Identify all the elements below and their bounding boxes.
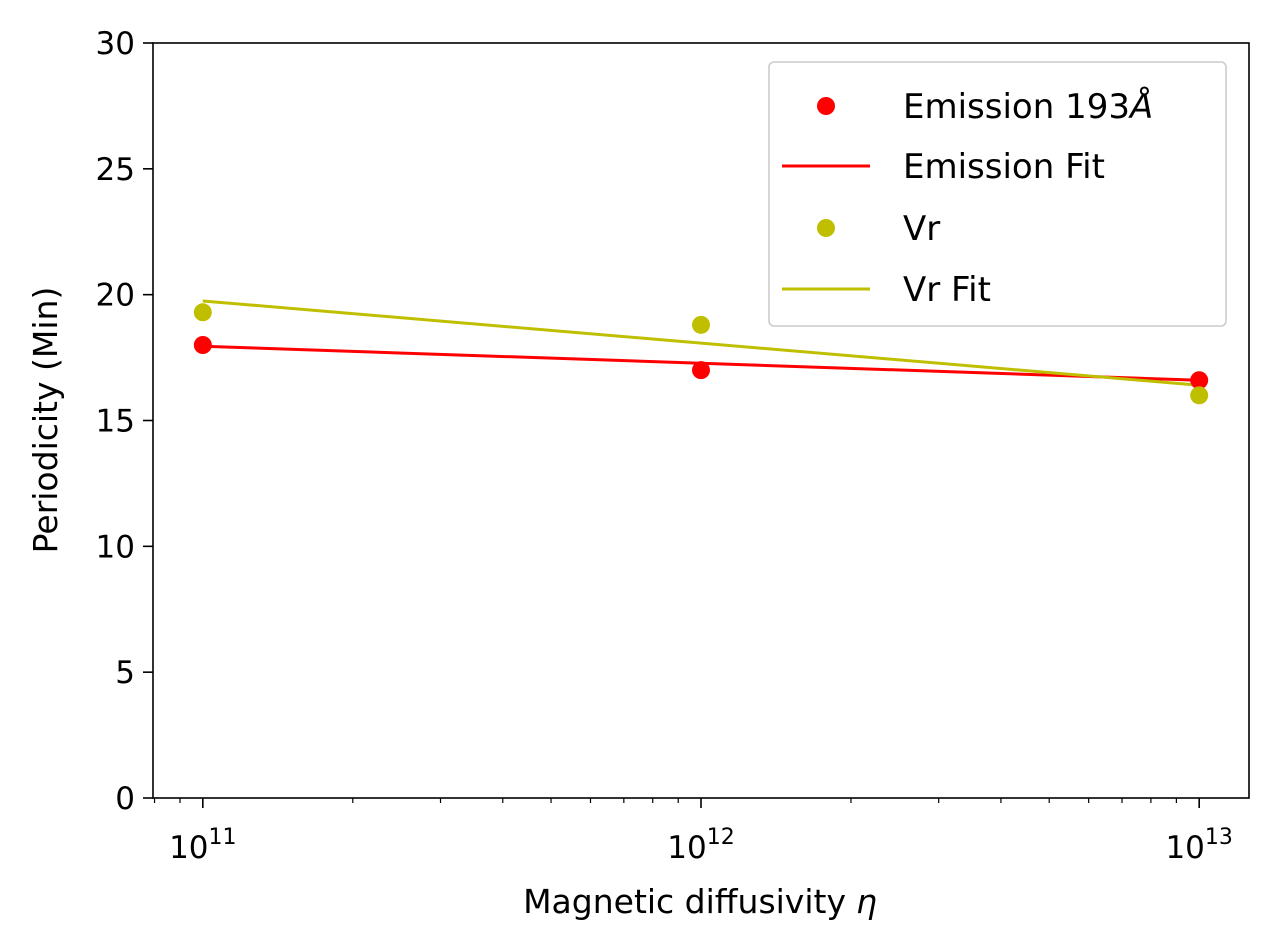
x-axis-label-group: Magnetic diffusivity η [523, 882, 877, 921]
y-tick-label: 10 [96, 529, 135, 565]
y-tick-label: 20 [96, 278, 135, 314]
y-tick-label: 25 [96, 152, 135, 188]
data-point-emission-193 [193, 336, 212, 354]
data-point-vr [1190, 386, 1209, 405]
legend-marker-emission-193 [817, 97, 835, 115]
legend-label-vr: Vr [903, 209, 940, 249]
y-tick-label: 5 [115, 655, 135, 691]
plot-area [193, 299, 1209, 405]
series-line-vr-fit [202, 299, 1200, 387]
y-tick-label: 15 [96, 404, 135, 440]
legend-label-emission-fit: Emission Fit [903, 147, 1105, 187]
legend-label-emission-193: Emission 193Å [903, 86, 1153, 127]
axes-frame [152, 42, 1250, 799]
data-point-emission-193 [692, 361, 710, 380]
y-axis-label: Periodicity (Min) [26, 287, 65, 554]
data-point-vr [692, 315, 710, 334]
y-tick-label: 30 [96, 26, 135, 62]
legend-box [768, 61, 1227, 327]
axes-ticks: 0 5 10 15 20 25 30 1011 1012 1013 [96, 26, 1233, 866]
legend: Emission 193Å Emission Fit Vr Vr Fit [768, 61, 1227, 327]
x-tick-label: 1011 [169, 825, 236, 866]
y-tick-label: 0 [115, 781, 135, 817]
x-axis-label-symbol: η [856, 882, 877, 921]
data-point-emission-193 [1190, 371, 1209, 390]
x-tick-label: 1013 [1165, 825, 1232, 866]
data-point-vr [193, 303, 212, 322]
legend-marker-vr [817, 219, 835, 237]
legend-entries: Emission 193Å Emission Fit Vr Vr Fit [782, 86, 1153, 310]
legend-label-vr-fit: Vr Fit [903, 270, 991, 310]
x-tick-label: 1012 [667, 825, 734, 866]
x-axis-label: Magnetic diffusivity [523, 882, 846, 921]
